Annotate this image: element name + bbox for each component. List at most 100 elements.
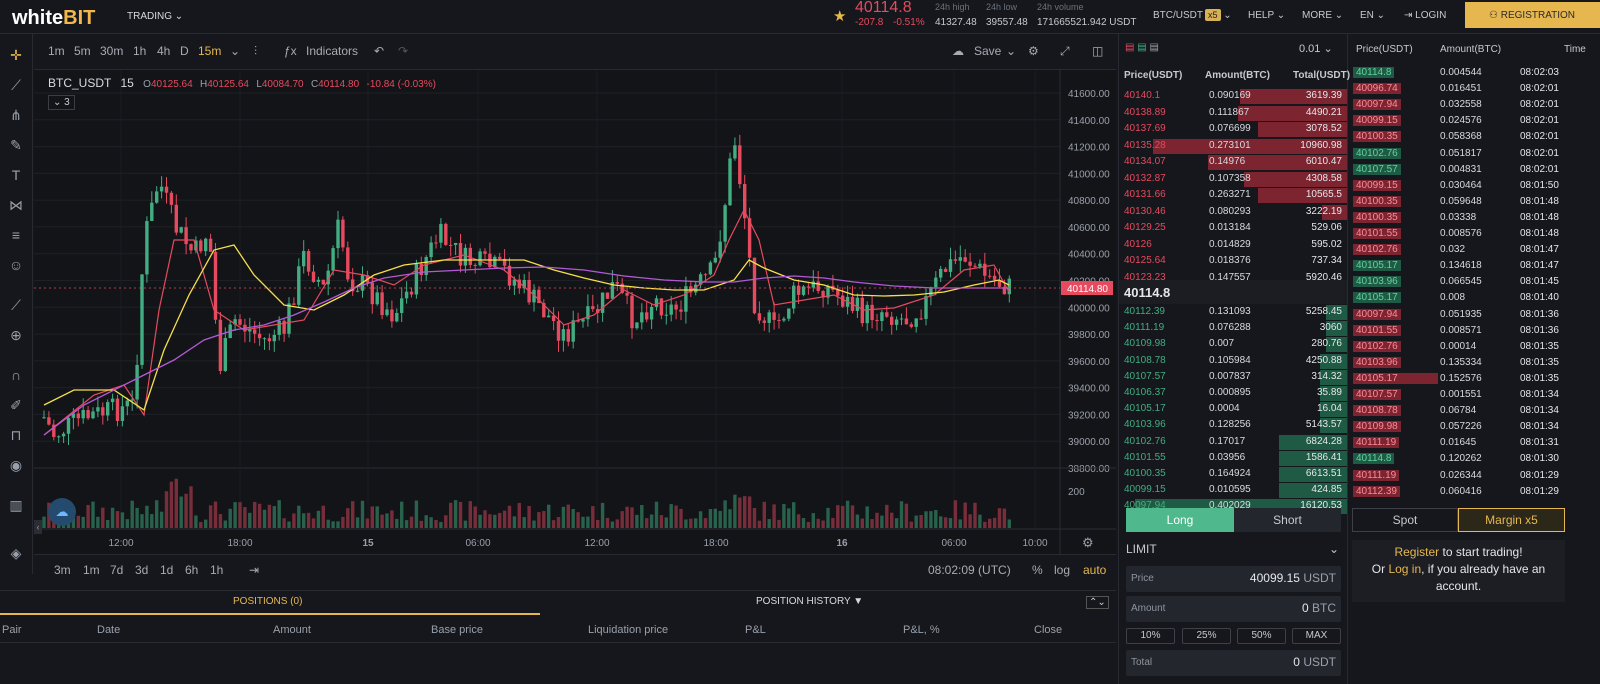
- trading-menu[interactable]: TRADING ⌄: [127, 11, 184, 22]
- lock-icon[interactable]: ⊓: [10, 427, 22, 443]
- auto-scale-button[interactable]: auto: [1083, 563, 1107, 577]
- ask-row[interactable]: 40135.28 0.273101 10960.98: [1119, 138, 1347, 154]
- margin-tab[interactable]: Margin x5: [1458, 508, 1565, 532]
- range-3m[interactable]: 3m: [54, 563, 71, 577]
- short-tab[interactable]: Short: [1234, 508, 1341, 532]
- ask-row[interactable]: 40126 0.014829 595.02: [1119, 237, 1347, 253]
- interval-15m[interactable]: 15m: [198, 44, 222, 58]
- indicators-button[interactable]: Indicators: [306, 44, 359, 58]
- fullscreen-icon[interactable]: ⤢: [1060, 44, 1070, 58]
- undo-icon[interactable]: ↶: [374, 44, 385, 58]
- interval-d[interactable]: D: [180, 44, 189, 58]
- pattern-icon[interactable]: ⋈: [9, 197, 23, 213]
- interval-4h[interactable]: 4h: [157, 44, 171, 58]
- pct-25-button[interactable]: 25%: [1182, 628, 1231, 644]
- login-button[interactable]: ⇥ LOGIN: [1404, 10, 1447, 21]
- help-menu[interactable]: HELP ⌄: [1248, 10, 1286, 21]
- long-tab[interactable]: Long: [1126, 508, 1234, 532]
- settings-icon[interactable]: ⚙: [1028, 44, 1039, 58]
- bid-row[interactable]: 40100.35 0.164924 6613.51: [1119, 466, 1347, 482]
- interval-5m[interactable]: 5m: [74, 44, 91, 58]
- bid-row[interactable]: 40101.55 0.03956 1586.41: [1119, 450, 1347, 466]
- range-1d[interactable]: 1d: [160, 563, 174, 577]
- bid-row[interactable]: 40102.76 0.17017 6824.28: [1119, 434, 1347, 450]
- trend-line-icon[interactable]: ⟋: [11, 77, 21, 93]
- pct-10-button[interactable]: 10%: [1126, 628, 1175, 644]
- text-tool-icon[interactable]: T: [11, 167, 21, 183]
- ask-row[interactable]: 40125.64 0.018376 737.34: [1119, 253, 1347, 269]
- price-field[interactable]: Price 40099.15 USDT: [1126, 566, 1341, 592]
- range-3d[interactable]: 3d: [135, 563, 149, 577]
- ask-row[interactable]: 40134.07 0.14976 6010.47: [1119, 154, 1347, 170]
- pair-selector[interactable]: BTC/USDT x5 ⌄: [1153, 9, 1232, 21]
- ask-row[interactable]: 40140.1 0.090169 3619.39: [1119, 88, 1347, 104]
- tradingview-logo-icon[interactable]: ☁: [48, 498, 76, 526]
- bid-row[interactable]: 40112.39 0.131093 5258.45: [1119, 304, 1347, 320]
- ask-row[interactable]: 40130.46 0.080293 3222.19: [1119, 204, 1347, 220]
- brush-icon[interactable]: ✎: [10, 137, 22, 153]
- range-6h[interactable]: 6h: [185, 563, 199, 577]
- redo-icon[interactable]: ↷: [398, 44, 409, 58]
- range-7d[interactable]: 7d: [110, 563, 124, 577]
- collapse-panel-icon[interactable]: ⌃⌄: [1086, 596, 1109, 609]
- tab-position-history[interactable]: POSITION HISTORY ▼: [540, 591, 1080, 615]
- save-dropdown-icon[interactable]: ⌄: [1006, 44, 1017, 58]
- more-menu[interactable]: MORE ⌄: [1302, 10, 1344, 21]
- ask-row[interactable]: 40137.69 0.076699 3078.52: [1119, 121, 1347, 137]
- total-field[interactable]: Total 0 USDT: [1126, 650, 1341, 676]
- pct-max-button[interactable]: MAX: [1292, 628, 1341, 644]
- goto-date-icon[interactable]: ⇥: [249, 563, 260, 577]
- log-scale-button[interactable]: log: [1054, 563, 1071, 577]
- orderbook-step-select[interactable]: 0.01 ⌄: [1299, 43, 1333, 55]
- amount-field[interactable]: Amount 0 BTC: [1126, 596, 1341, 622]
- collapse-sidebar-icon[interactable]: ‹: [34, 520, 42, 534]
- favorite-star-icon[interactable]: ★: [833, 8, 847, 25]
- tab-positions[interactable]: POSITIONS (0): [0, 591, 540, 615]
- ask-row[interactable]: 40138.89 0.111867 4490.21: [1119, 105, 1347, 121]
- registration-button[interactable]: ⚇ REGISTRATION: [1465, 2, 1600, 28]
- register-link[interactable]: Register: [1394, 545, 1440, 559]
- pct-50-button[interactable]: 50%: [1237, 628, 1286, 644]
- spot-tab[interactable]: Spot: [1352, 508, 1458, 532]
- price-chart[interactable]: 41600.00 41400.00 41200.00 41000.00 40800.00…: [34, 70, 1116, 554]
- percent-scale-button[interactable]: %: [1032, 563, 1043, 577]
- trash-icon[interactable]: ▥: [9, 497, 23, 513]
- ask-row[interactable]: 40123.23 0.147557 5920.46: [1119, 270, 1347, 286]
- interval-1h[interactable]: 1h: [133, 44, 147, 58]
- range-1h[interactable]: 1h: [210, 563, 224, 577]
- filter-icon[interactable]: ▼: [853, 596, 864, 607]
- bid-row[interactable]: 40109.98 0.007 280.76: [1119, 336, 1347, 353]
- zoom-in-icon[interactable]: ⊕: [10, 327, 22, 343]
- crosshair-icon[interactable]: ✛: [10, 47, 22, 63]
- ruler-icon[interactable]: ⟋: [11, 297, 21, 313]
- studies-toggle[interactable]: ⌄ 3: [48, 95, 75, 110]
- bid-row[interactable]: 40108.78 0.105984 4250.88: [1119, 353, 1347, 369]
- bid-row[interactable]: 40106.37 0.000895 35.89: [1119, 385, 1347, 401]
- bid-row[interactable]: 40103.96 0.128256 5143.57: [1119, 417, 1347, 434]
- whitebit-logo[interactable]: whiteBIT: [12, 7, 96, 29]
- save-button[interactable]: Save: [974, 44, 1002, 58]
- ask-row[interactable]: 40131.66 0.263271 10565.5: [1119, 187, 1347, 203]
- bid-row[interactable]: 40099.15 0.010595 424.85: [1119, 482, 1347, 499]
- interval-1m[interactable]: 1m: [48, 44, 65, 58]
- lock-draw-icon[interactable]: ✐: [10, 397, 22, 413]
- bid-row[interactable]: 40107.57 0.007837 314.32: [1119, 369, 1347, 385]
- range-1m[interactable]: 1m: [83, 563, 100, 577]
- camera-icon[interactable]: ◫: [1092, 44, 1104, 58]
- measure-lines-icon[interactable]: ≡: [11, 227, 21, 243]
- language-menu[interactable]: EN ⌄: [1360, 10, 1386, 21]
- order-type-select[interactable]: LIMIT ⌄: [1126, 542, 1339, 556]
- fib-tool-icon[interactable]: ⋔: [10, 107, 22, 123]
- emoji-icon[interactable]: ☺: [8, 257, 24, 273]
- ask-row[interactable]: 40129.25 0.013184 529.06: [1119, 220, 1347, 236]
- login-link[interactable]: Log in: [1388, 562, 1422, 576]
- interval-dropdown-icon[interactable]: ⌄: [230, 44, 241, 58]
- interval-30m[interactable]: 30m: [100, 44, 124, 58]
- layers-icon[interactable]: ◈: [10, 545, 22, 561]
- orderbook-view-icons[interactable]: ▤ ▤ ▤: [1125, 42, 1159, 53]
- bid-row[interactable]: 40111.19 0.076288 3060: [1119, 320, 1347, 337]
- magnet-icon[interactable]: ∩: [10, 367, 22, 383]
- candle-type-icon[interactable]: ⫶: [254, 44, 258, 58]
- ask-row[interactable]: 40132.87 0.107358 4308.58: [1119, 171, 1347, 187]
- bid-row[interactable]: 40105.17 0.0004 16.04: [1119, 401, 1347, 418]
